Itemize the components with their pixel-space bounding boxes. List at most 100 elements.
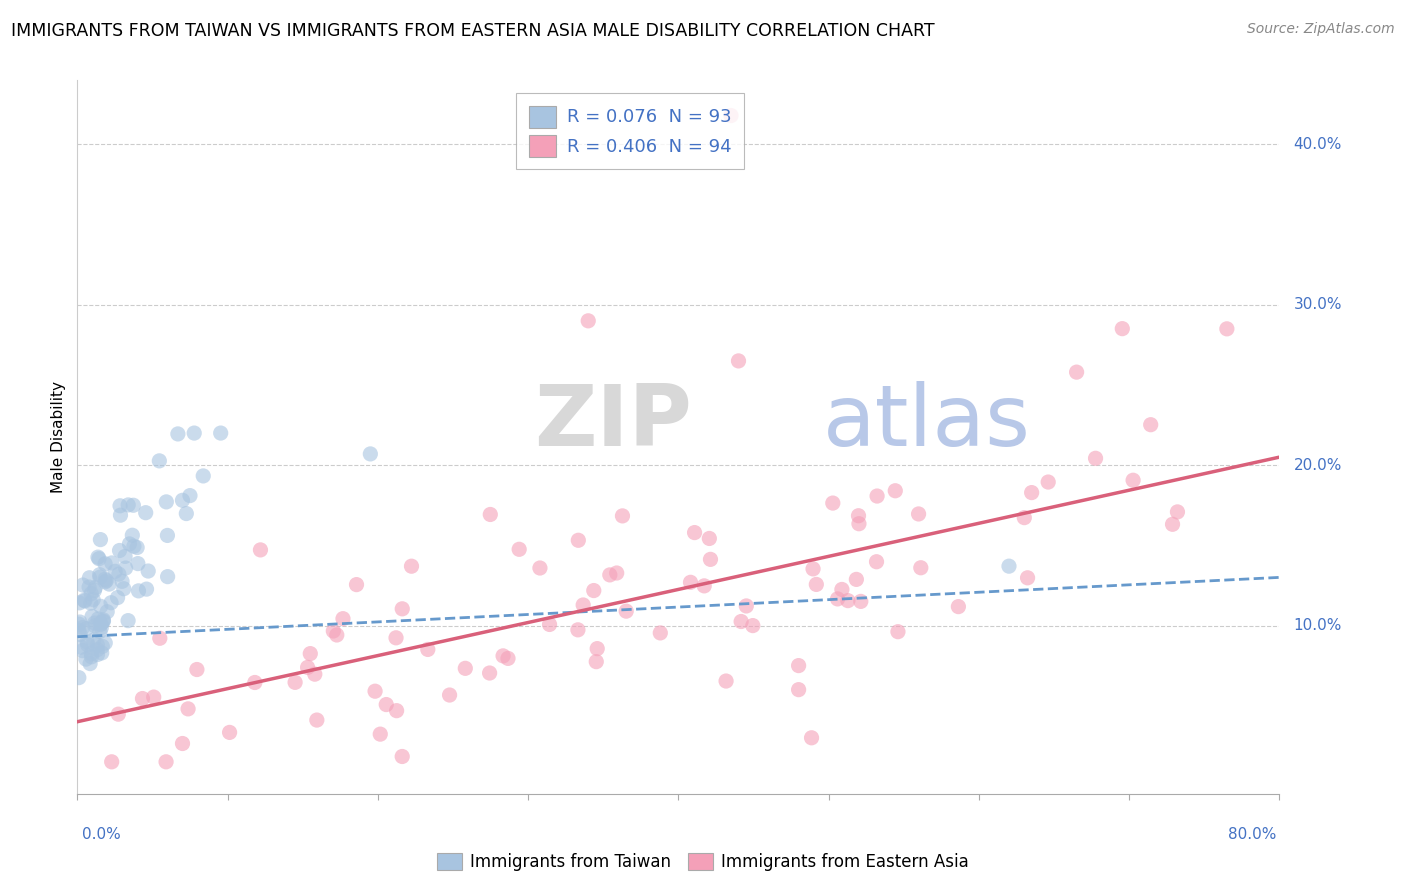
Point [299,647,322,661]
Point [89,570,111,584]
Point [439,688,461,702]
Point [368,727,391,741]
Point [1014,510,1036,524]
Point [127,541,149,555]
Point [1111,321,1133,335]
Point [100,755,122,769]
Point [69,627,91,641]
Point [727,354,749,368]
Point [111,574,134,589]
Point [218,725,240,739]
Text: IMMIGRANTS FROM TAIWAN VS IMMIGRANTS FROM EASTERN ASIA MALE DISABILITY CORRELATI: IMMIGRANTS FROM TAIWAN VS IMMIGRANTS FRO… [11,22,935,40]
Point [683,525,706,540]
Point [884,483,907,498]
Point [172,737,194,751]
Point [679,575,702,590]
Point [186,663,208,677]
Text: ZIP: ZIP [534,381,692,465]
Text: 40.0%: 40.0% [1294,137,1341,152]
Point [73,593,96,607]
Point [612,508,634,523]
Point [297,660,319,674]
Point [567,623,589,637]
Point [478,666,501,681]
Point [391,602,413,616]
Point [80,596,103,610]
Point [89,567,111,582]
Point [401,559,423,574]
Point [136,564,159,578]
Point [806,577,828,591]
Point [67,671,90,685]
Point [586,641,609,656]
Point [90,617,112,632]
Text: 30.0%: 30.0% [1294,297,1341,312]
Point [492,648,515,663]
Point [67,596,90,610]
Point [87,550,110,565]
Point [172,493,194,508]
Point [907,507,929,521]
Point [910,560,932,574]
Point [193,469,215,483]
Point [385,704,408,718]
Point [90,621,112,635]
Point [346,577,368,591]
Text: 80.0%: 80.0% [1229,827,1277,841]
Point [364,684,387,698]
Point [114,549,136,564]
Point [326,628,349,642]
Point [110,508,132,523]
Point [848,508,870,523]
Text: Source: ZipAtlas.com: Source: ZipAtlas.com [1247,22,1395,37]
Point [83,583,105,598]
Point [80,587,103,601]
Point [508,542,530,557]
Point [149,632,172,646]
Point [118,537,141,551]
Point [827,591,849,606]
Point [114,561,136,575]
Point [998,559,1021,574]
Point [94,572,117,586]
Point [416,642,439,657]
Point [80,609,103,624]
Point [77,580,100,594]
Point [332,612,354,626]
Point [155,495,177,509]
Point [699,532,721,546]
Point [69,615,91,629]
Point [108,499,131,513]
Point [72,643,94,657]
Point [148,454,170,468]
Point [1166,505,1188,519]
Point [98,577,121,591]
Point [1084,451,1107,466]
Point [614,604,637,618]
Point [142,690,165,705]
Point [1216,322,1239,336]
Point [101,556,124,570]
Point [375,698,398,712]
Point [1161,517,1184,532]
Point [79,571,101,585]
Point [305,713,328,727]
Point [735,599,758,613]
Point [599,567,621,582]
Point [454,661,477,675]
Legend: R = 0.076  N = 93, R = 0.406  N = 94: R = 0.076 N = 93, R = 0.406 N = 94 [516,93,744,169]
Point [67,624,90,638]
Point [70,640,93,655]
Point [104,564,127,578]
Point [801,562,824,576]
Point [741,618,763,632]
Point [849,594,872,608]
Text: atlas: atlas [823,381,1031,465]
Point [72,578,94,592]
Point [167,426,190,441]
Point [1122,473,1144,487]
Point [865,555,887,569]
Point [80,647,103,661]
Point [117,498,139,512]
Point [87,551,110,566]
